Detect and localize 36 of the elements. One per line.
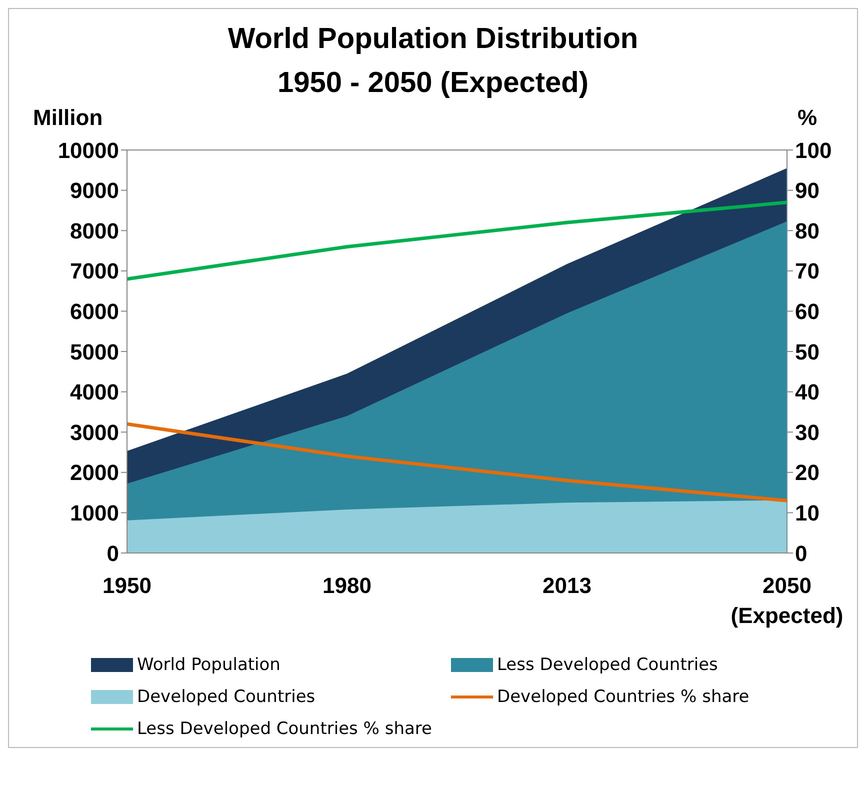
legend-label: Developed Countries % share bbox=[497, 687, 750, 707]
y2-tick-label: 60 bbox=[795, 299, 820, 324]
line-series bbox=[125, 200, 789, 281]
y2-tick-label: 20 bbox=[795, 460, 820, 486]
y-tick-label: 1000 bbox=[70, 500, 119, 526]
x-tick-label: 1950 bbox=[102, 573, 152, 598]
y-tick-label: 9000 bbox=[70, 178, 119, 204]
y2-axis-title: % bbox=[797, 105, 817, 131]
y2-tick-label: 90 bbox=[795, 178, 820, 204]
legend-label: Less Developed Countries bbox=[497, 655, 718, 675]
y2-tick-label: 0 bbox=[795, 540, 808, 566]
x-tick-label: 2013 bbox=[542, 573, 592, 598]
legend-label: Developed Countries bbox=[137, 687, 316, 707]
line-series bbox=[125, 422, 789, 502]
y-tick-label: 0 bbox=[106, 540, 119, 566]
y2-tick-label: 30 bbox=[795, 420, 820, 445]
chart-title: World Population Distribution 1950 - 2050 (Expected) bbox=[226, 22, 640, 101]
y-tick-label: 7000 bbox=[70, 258, 119, 284]
y-tick-label: 8000 bbox=[70, 218, 119, 244]
y2-tick-label: 40 bbox=[795, 380, 820, 405]
y2-tick-label: 80 bbox=[795, 218, 820, 244]
x-tick-label: 2050 (Expected) bbox=[730, 573, 844, 628]
y-tick-label: 6000 bbox=[70, 299, 119, 324]
y-axis-title: Million bbox=[33, 105, 103, 131]
y-tick-label: 4000 bbox=[70, 380, 119, 405]
y2-tick-label: 100 bbox=[795, 138, 832, 163]
y-tick-label: 10000 bbox=[58, 138, 119, 163]
y-tick-label: 3000 bbox=[70, 420, 119, 445]
y2-tick-label: 10 bbox=[795, 500, 820, 526]
legend-label: Less Developed Countries % share bbox=[137, 719, 432, 739]
legend-label: World Population bbox=[137, 655, 280, 675]
y2-tick-label: 70 bbox=[795, 258, 820, 284]
x-tick-label: 1980 bbox=[322, 573, 372, 598]
y-tick-label: 5000 bbox=[70, 339, 119, 364]
y-tick-label: 2000 bbox=[70, 460, 119, 486]
y2-tick-label: 50 bbox=[795, 339, 820, 364]
